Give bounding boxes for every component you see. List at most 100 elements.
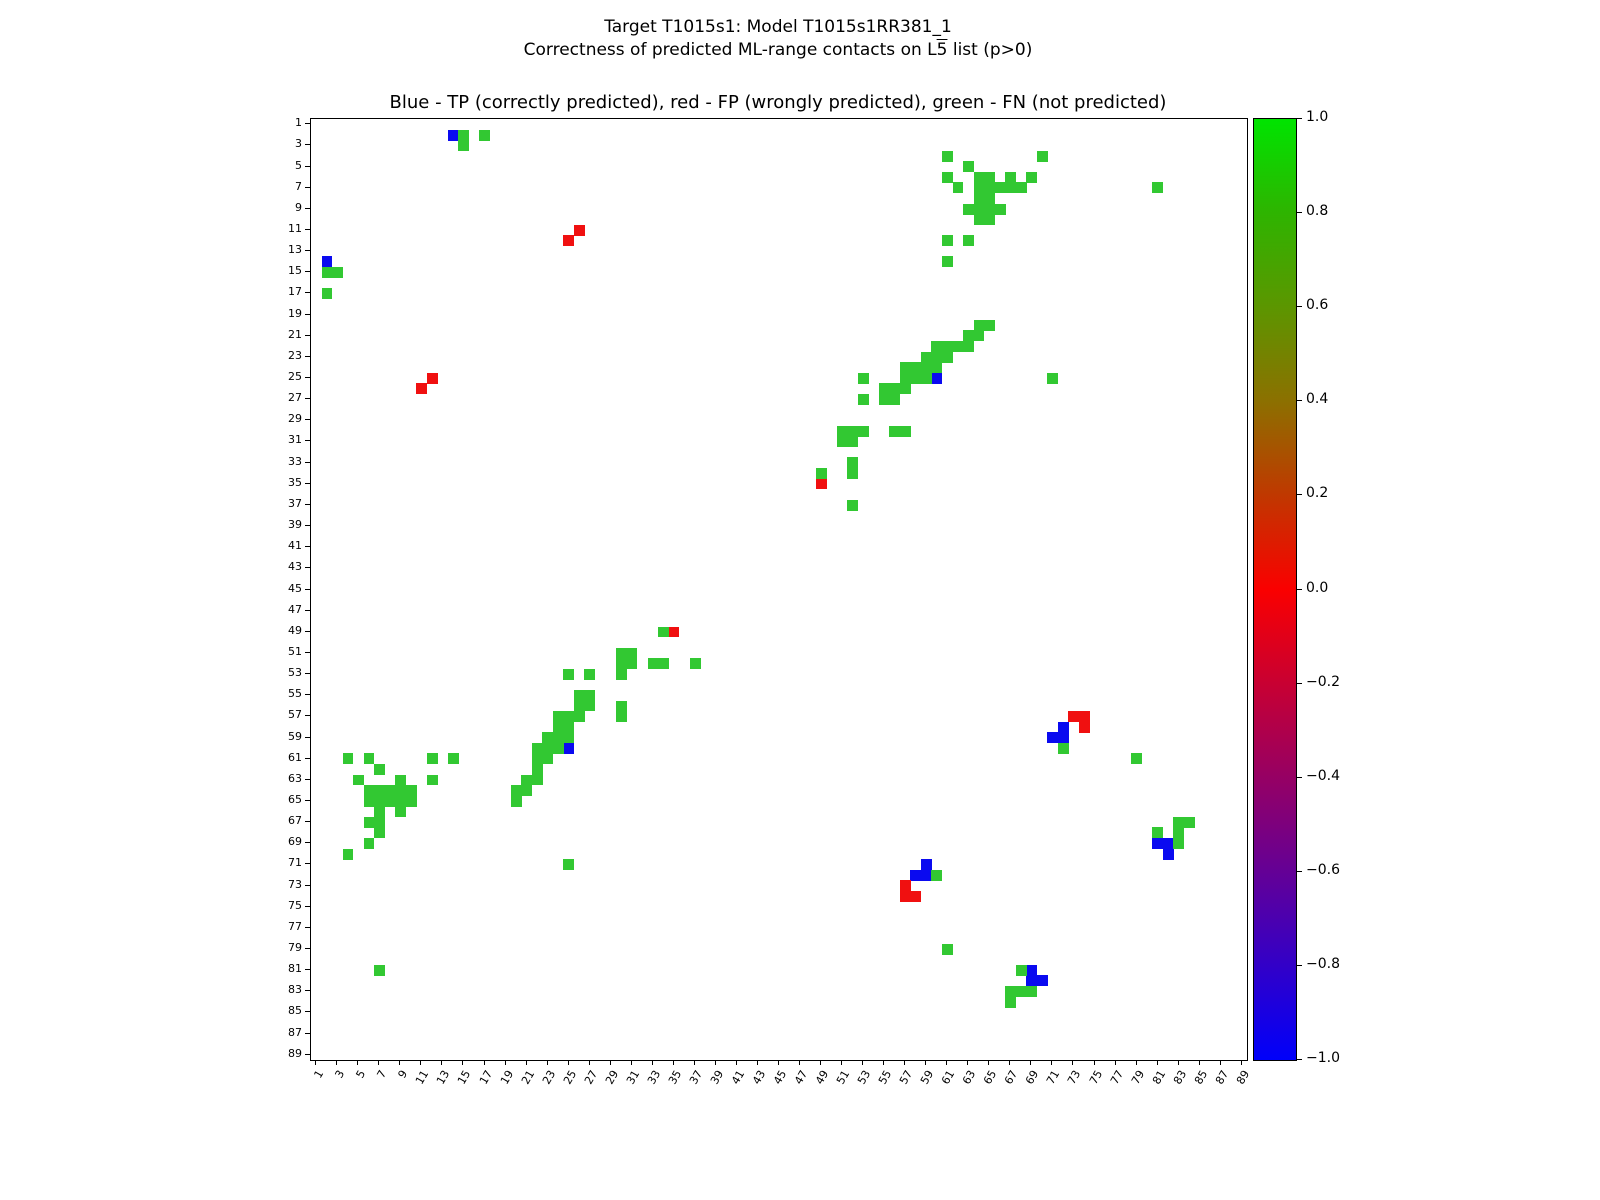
x-tick-mark bbox=[462, 1060, 464, 1065]
x-tick-mark bbox=[567, 1060, 569, 1065]
y-tick-mark bbox=[305, 334, 310, 336]
contact-cell-fn bbox=[374, 795, 385, 807]
contact-cell-fn bbox=[1152, 827, 1164, 839]
colorbar-tick-mark bbox=[1297, 1059, 1302, 1060]
contact-cell-fn bbox=[963, 341, 974, 352]
contact-cell-tp bbox=[920, 859, 932, 871]
y-tick-label: 59 bbox=[288, 729, 302, 743]
contact-cell-fn bbox=[395, 774, 407, 786]
contact-cell-fn bbox=[1183, 816, 1195, 828]
contact-cell-fn bbox=[531, 763, 543, 775]
contact-cell-fn bbox=[563, 668, 575, 680]
contact-cell-tp bbox=[321, 256, 333, 268]
x-tick-mark bbox=[420, 1060, 422, 1065]
contact-cell-fn bbox=[878, 393, 890, 405]
colorbar-tick-label: −0.6 bbox=[1306, 861, 1340, 878]
y-tick-mark bbox=[305, 1011, 310, 1013]
contact-cell-fn bbox=[374, 806, 385, 818]
x-tick-mark bbox=[693, 1060, 695, 1065]
colorbar-tick-mark bbox=[1297, 682, 1302, 684]
contact-cell-fn bbox=[563, 732, 575, 744]
x-tick-label: 47 bbox=[792, 1068, 811, 1087]
contact-cell-fn bbox=[552, 742, 564, 754]
contact-cell-tp bbox=[1026, 964, 1038, 976]
y-tick-label: 33 bbox=[288, 454, 302, 468]
contact-cell-fn bbox=[647, 658, 659, 670]
x-tick-mark bbox=[630, 1060, 632, 1065]
contact-cell-fn bbox=[374, 785, 385, 797]
x-tick-mark bbox=[1135, 1060, 1137, 1065]
x-tick-label: 5 bbox=[353, 1068, 369, 1081]
y-tick-label: 39 bbox=[288, 518, 302, 532]
contact-cell-fn bbox=[1026, 985, 1038, 997]
contact-cell-fp bbox=[573, 224, 585, 236]
contact-cell-fn bbox=[889, 393, 901, 405]
figure-title-line2: Correctness of predicted ML-range contac… bbox=[523, 40, 1033, 60]
contact-cell-fn bbox=[952, 182, 964, 194]
contact-cell-fn bbox=[1005, 171, 1017, 183]
contact-cell-fn bbox=[984, 319, 995, 331]
x-tick-mark bbox=[357, 1060, 359, 1065]
contact-cell-fn bbox=[1173, 827, 1185, 839]
contact-cell-fp bbox=[563, 235, 575, 247]
y-tick-label: 53 bbox=[288, 666, 302, 680]
contact-cell-fn bbox=[458, 129, 470, 141]
y-tick-mark bbox=[305, 1053, 310, 1055]
contact-cell-fn bbox=[1015, 964, 1027, 976]
x-tick-mark bbox=[546, 1060, 548, 1065]
x-tick-label: 1 bbox=[311, 1068, 327, 1081]
contact-cell-fn bbox=[857, 372, 869, 384]
y-tick-mark bbox=[305, 609, 310, 611]
colorbar-tick-label: −0.8 bbox=[1306, 955, 1340, 972]
contact-cell-fn bbox=[584, 668, 596, 680]
contact-cell-fn bbox=[984, 171, 995, 183]
y-tick-label: 83 bbox=[288, 983, 302, 997]
contact-cell-fn bbox=[973, 214, 985, 226]
contact-cell-fn bbox=[984, 203, 995, 215]
colorbar-tick-label: 0.2 bbox=[1306, 485, 1329, 502]
contact-cell-fn bbox=[942, 150, 953, 162]
x-tick-label: 45 bbox=[771, 1068, 790, 1087]
x-tick-mark bbox=[336, 1060, 338, 1065]
contact-cell-fp bbox=[668, 626, 680, 638]
x-tick-mark bbox=[1156, 1060, 1158, 1065]
y-tick-mark bbox=[305, 377, 310, 379]
x-tick-label: 61 bbox=[939, 1068, 958, 1087]
x-tick-label: 87 bbox=[1212, 1068, 1231, 1087]
contact-cell-fn bbox=[1026, 171, 1038, 183]
x-tick-mark bbox=[1219, 1060, 1221, 1065]
x-tick-mark bbox=[1177, 1060, 1179, 1065]
x-tick-mark bbox=[988, 1060, 990, 1065]
contact-cell-fn bbox=[689, 658, 701, 670]
contact-cell-fn bbox=[963, 161, 974, 173]
contact-cell-fn bbox=[563, 711, 575, 723]
x-tick-label: 57 bbox=[897, 1068, 916, 1087]
y-tick-label: 15 bbox=[288, 264, 302, 278]
x-tick-label: 59 bbox=[918, 1068, 937, 1087]
x-tick-label: 69 bbox=[1023, 1068, 1042, 1087]
y-tick-label: 41 bbox=[288, 539, 302, 553]
contact-cell-fn bbox=[899, 383, 911, 395]
contact-cell-fn bbox=[405, 795, 417, 807]
contact-cell-fn bbox=[963, 330, 974, 342]
x-tick-label: 49 bbox=[813, 1068, 832, 1087]
x-tick-mark bbox=[1030, 1060, 1032, 1065]
y-tick-label: 7 bbox=[295, 179, 302, 193]
x-tick-mark bbox=[883, 1060, 885, 1065]
contact-cell-fn bbox=[573, 689, 585, 701]
y-tick-label: 27 bbox=[288, 391, 302, 405]
contact-cell-tp bbox=[920, 869, 932, 881]
contact-cell-fn bbox=[973, 319, 985, 331]
x-tick-label: 11 bbox=[413, 1068, 432, 1087]
colorbar-tick-label: 0.6 bbox=[1306, 297, 1329, 314]
y-axis-ticks bbox=[305, 118, 310, 1059]
x-tick-label: 41 bbox=[728, 1068, 748, 1087]
colorbar-tick-mark bbox=[1297, 776, 1302, 778]
contact-cell-fn bbox=[1173, 837, 1185, 849]
y-tick-label: 85 bbox=[288, 1004, 302, 1018]
contact-cell-fn bbox=[847, 425, 859, 437]
x-tick-mark bbox=[483, 1060, 485, 1065]
y-tick-label: 29 bbox=[288, 412, 302, 426]
contact-cell-fn bbox=[942, 341, 953, 352]
contact-cell-fn bbox=[321, 288, 333, 300]
